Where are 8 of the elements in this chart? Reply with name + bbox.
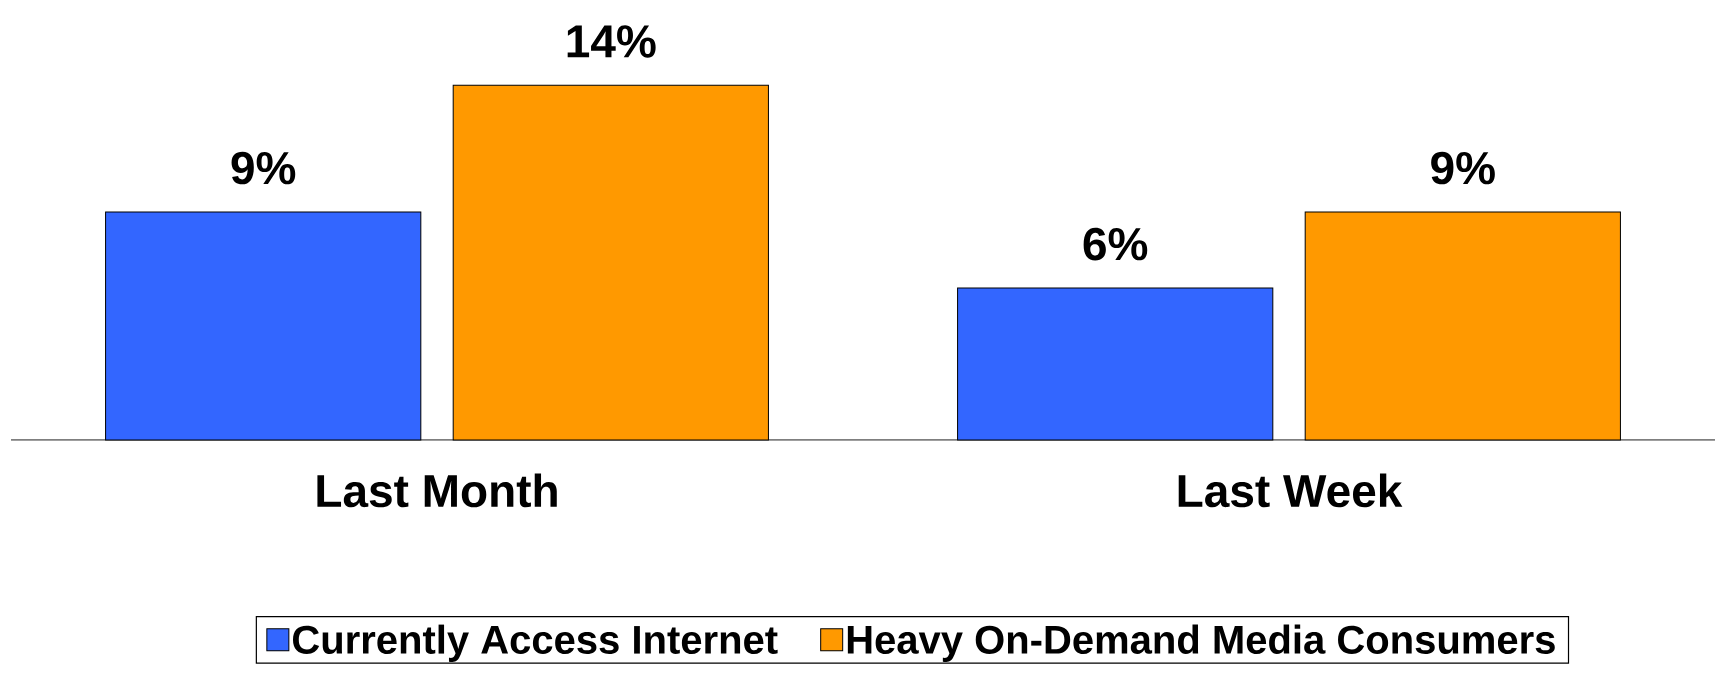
data-label: 6%: [1083, 227, 1148, 261]
x-tick-label: Last Week: [1178, 473, 1403, 508]
x-tick-label: Last Month: [317, 473, 557, 508]
legend-label: Currently Access Internet: [292, 624, 778, 662]
data-label: 9%: [231, 151, 296, 185]
data-label: 14%: [567, 25, 656, 58]
data-label: 9%: [1431, 151, 1495, 185]
legend-label: Heavy On-Demand Media Consumers: [847, 624, 1555, 662]
